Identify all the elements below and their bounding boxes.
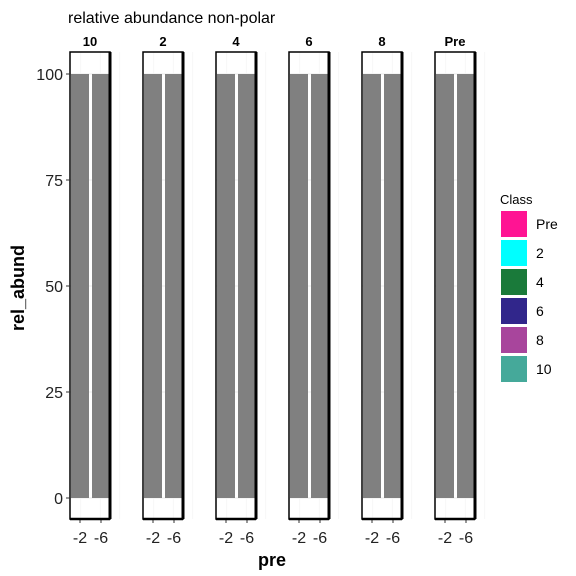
x-tick-label: -6 — [240, 530, 254, 547]
x-tick-label: -2 — [438, 530, 452, 547]
facet-strip-label: 2 — [159, 34, 166, 49]
legend-label-10: 10 — [536, 361, 552, 377]
legend-label-6: 6 — [536, 303, 544, 319]
facet-panel-8: 8 -2 -6 — [361, 34, 413, 547]
x-tick-label: -2 — [365, 530, 379, 547]
bar-2--6 — [165, 74, 183, 498]
legend-swatch-2 — [501, 240, 527, 266]
y-axis: 0 25 50 75 100 — [36, 67, 70, 508]
legend-label-Pre: Pre — [536, 216, 558, 232]
bar-Pre--2 — [436, 74, 454, 498]
y-tick-label: 25 — [45, 385, 63, 402]
facet-panel-4: 4 -2 -6 — [215, 34, 267, 547]
x-tick-label: -2 — [73, 530, 87, 547]
legend-label-4: 4 — [536, 274, 544, 290]
bar-6--2 — [290, 74, 308, 498]
facet-strip-label: 10 — [83, 34, 97, 49]
facet-strip-label: 8 — [378, 34, 385, 49]
legend: Class Pre 2 4 6 8 10 — [500, 192, 558, 382]
x-tick-label: -6 — [94, 530, 108, 547]
y-tick-label: 0 — [54, 491, 63, 508]
legend-label-8: 8 — [536, 332, 544, 348]
facet-panel-2: 2 -2 -6 — [142, 34, 194, 547]
legend-title: Class — [500, 192, 533, 207]
x-tick-label: -6 — [167, 530, 181, 547]
bar-4--2 — [217, 74, 235, 498]
legend-swatch-4 — [501, 269, 527, 295]
bar-10--6 — [92, 74, 110, 498]
x-tick-label: -2 — [146, 530, 160, 547]
x-tick-label: -2 — [292, 530, 306, 547]
bar-2--2 — [144, 74, 162, 498]
bar-6--6 — [311, 74, 329, 498]
y-axis-label: rel_abund — [8, 245, 28, 331]
legend-swatch-Pre — [501, 211, 527, 237]
facet-strip-label: Pre — [445, 34, 466, 49]
x-axis-label: pre — [258, 550, 286, 570]
x-tick-label: -2 — [219, 530, 233, 547]
facet-panel-Pre: Pre -2 -6 — [434, 34, 486, 547]
x-tick-label: -6 — [386, 530, 400, 547]
facet-panel-10: 10 -2 -6 — [69, 34, 121, 547]
facet-strip-label: 6 — [305, 34, 312, 49]
facet-strip-label: 4 — [232, 34, 240, 49]
bar-Pre--6 — [457, 74, 475, 498]
legend-swatch-10 — [501, 356, 527, 382]
y-tick-label: 100 — [36, 67, 63, 84]
y-tick-label: 50 — [45, 279, 63, 296]
bar-8--2 — [363, 74, 381, 498]
facet-panels: 10 -2 -6 2 -2 -6 4 -2 -6 6 -2 -6 8 -2 -6 Pre -2 -6 — [69, 34, 486, 547]
facet-panel-6: 6 -2 -6 — [288, 34, 340, 547]
bar-4--6 — [238, 74, 256, 498]
legend-swatch-6 — [501, 298, 527, 324]
bar-8--6 — [384, 74, 402, 498]
x-tick-label: -6 — [313, 530, 327, 547]
chart-title: relative abundance non-polar — [68, 10, 276, 27]
legend-items: Pre 2 4 6 8 10 — [501, 211, 558, 382]
legend-swatch-8 — [501, 327, 527, 353]
x-tick-label: -6 — [459, 530, 473, 547]
bar-10--2 — [71, 74, 89, 498]
y-tick-label: 75 — [45, 173, 63, 190]
legend-label-2: 2 — [536, 245, 544, 261]
